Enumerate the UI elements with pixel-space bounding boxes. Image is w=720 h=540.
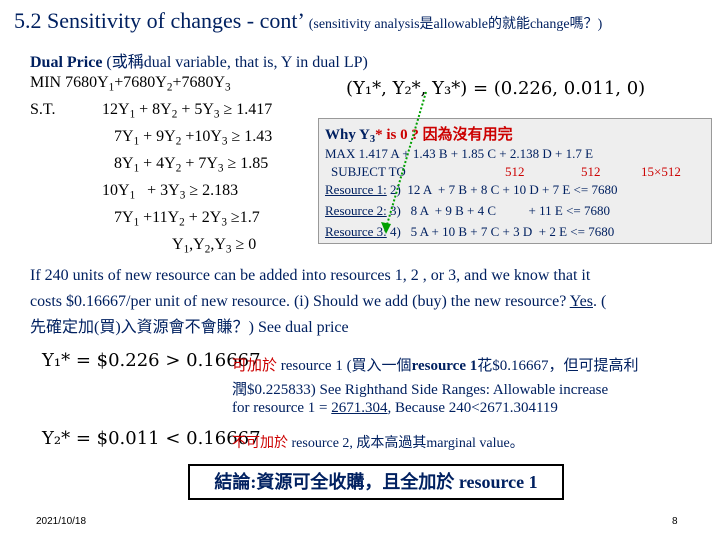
constraint-2: 7Y1 + 9Y2 +10Y3 ≥ 1.43 (114, 128, 273, 148)
y3-to-resource3-arrow (381, 91, 427, 234)
constraint-4: 10Y1 + 3Y3 ≥ 2.183 (102, 182, 239, 202)
title-note: (sensitivity analysis是allowable的就能change… (308, 17, 603, 32)
page-number: 8 (672, 516, 678, 527)
constraint-5: 7Y1 +11Y2 + 2Y3 ≥1.7 (114, 209, 260, 229)
constraint-3: 8Y1 + 4Y2 + 7Y3 ≥ 1.85 (114, 155, 269, 175)
resource-2-constraint: Resource 2: 3) 8 A + 9 B + 4 C + 11 E <=… (325, 203, 610, 218)
subject-to-label: SUBJECT TO (331, 164, 406, 179)
why-y3-zero: Why Y3* is 0 ? 因為沒有用完 (325, 127, 513, 146)
y1-comparison: Y₁* = $0.226 > 0.16667 (42, 350, 261, 371)
lp-objective: MIN 7680Y1+7680Y2+7680Y3 (30, 74, 231, 94)
capacity-note-1: 512 (505, 164, 525, 179)
y2-comparison: Y₂* = $0.011 < 0.16667 (42, 428, 261, 449)
question-line-1: If 240 units of new resource can be adde… (30, 267, 591, 284)
constraint-1: 12Y1 + 8Y2 + 5Y3 ≥ 1.417 (102, 101, 273, 121)
dual-price-line: Dual Price (或稱dual variable, that is, Y … (30, 54, 368, 71)
note-1-line-2: 潤$0.225833) See Righthand Side Ranges: A… (232, 382, 609, 398)
question-line-3: 先確定加(買)入資源會不會賺？) See dual price (30, 319, 349, 336)
dual-solution-formula: (Y₁*, Y₂*, Y₃*) = (0.226, 0.011, 0) (346, 78, 646, 99)
conclusion-box: 結論:資源可全收購，且全加於 resource 1 (188, 464, 564, 500)
note-1-line-1: 可加於 resource 1 (買入一個resource 1花$0.16667，… (232, 358, 639, 374)
capacity-note-3: 15×512 (641, 164, 681, 179)
resource-1-constraint: Resource 1: 2) 12 A + 7 B + 8 C + 10 D +… (325, 182, 618, 197)
nonnegativity-constraint: Y1,Y2,Y3 ≥ 0 (172, 236, 257, 256)
resource-3-constraint: Resource 3: 4) 5 A + 10 B + 7 C + 3 D + … (325, 224, 615, 239)
note-2: 不可加於 resource 2, 成本高過其marginal value。 (232, 436, 524, 451)
objective-expression: 7680Y1+7680Y2+7680Y3 (65, 74, 231, 94)
question-line-2: costs $0.16667/per unit of new resource.… (30, 293, 607, 310)
note-1-line-3: for resource 1 = 2671.304, Because 240<2… (232, 400, 558, 416)
capacity-note-2: 512 (581, 164, 601, 179)
footer-date: 2021/10/18 (36, 516, 87, 527)
page-title: 5.2 Sensitivity of changes - cont’ (sens… (14, 8, 603, 33)
lp-st-label: S.T. (30, 101, 56, 118)
lp-max-line: MAX 1.417 A + 1.43 B + 1.85 C + 2.138 D … (325, 146, 594, 161)
